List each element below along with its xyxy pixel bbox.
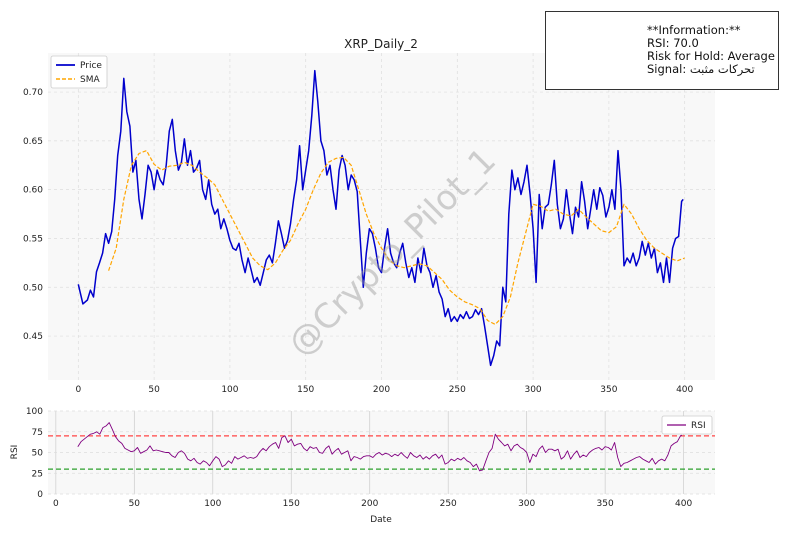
x-tick-label: 0	[75, 385, 81, 395]
y-tick-label: 0.45	[23, 332, 43, 342]
y-tick-label: 75	[32, 428, 43, 438]
y-tick-label: 0.65	[23, 137, 43, 147]
series-line-rsi	[77, 422, 683, 472]
x-tick-label: 150	[297, 385, 314, 395]
info-signal: Signal: تحرکات مثبت	[647, 62, 755, 76]
y-tick-label: 0.50	[23, 283, 43, 293]
x-tick-label: 150	[283, 499, 300, 509]
date-axis-label: Date	[370, 515, 392, 525]
rsi-chart-panel: 0 50 100 150 200 250 300 350 400 0 25 50 75 100 RSI	[26, 407, 715, 509]
rsi-axis-label: RSI	[10, 445, 20, 460]
series-line-price	[77, 69, 684, 367]
legend-box	[661, 415, 713, 435]
x-tick-label: 100	[204, 499, 221, 509]
x-tick-label: 0	[53, 499, 59, 509]
info-heading: **Information:**	[647, 23, 741, 37]
y-tick-label: 100	[26, 407, 43, 417]
legend-label: RSI	[691, 421, 706, 431]
x-tick-label: 50	[148, 385, 160, 395]
legend-label: SMA	[80, 75, 100, 85]
information-box: **Information:** RSI: 70.0 Risk for Hold…	[545, 11, 779, 90]
x-tick-label: 100	[221, 385, 238, 395]
chart-title: XRP_Daily_2	[344, 37, 418, 51]
y-tick-label: 0.55	[23, 234, 43, 244]
x-tick-label: 400	[676, 385, 693, 395]
plot-area	[48, 411, 715, 494]
x-tick-label: 300	[524, 385, 541, 395]
y-tick-label: 50	[32, 449, 44, 459]
legend-label: Price	[80, 61, 102, 71]
y-tick-label: 0	[37, 490, 43, 500]
legend-box	[50, 55, 108, 89]
x-tick-label: 400	[675, 499, 692, 509]
x-tick-label: 350	[597, 499, 614, 509]
info-risk: Risk for Hold: Average	[647, 49, 775, 63]
x-tick-label: 350	[600, 385, 617, 395]
x-tick-label: 250	[440, 499, 457, 509]
x-tick-label: 250	[449, 385, 466, 395]
x-tick-label: 300	[518, 499, 535, 509]
x-tick-label: 50	[129, 499, 141, 509]
series-line-sma	[108, 150, 685, 325]
x-tick-label: 200	[373, 385, 390, 395]
y-tick-label: 25	[32, 469, 43, 479]
x-tick-label: 200	[361, 499, 378, 509]
y-tick-label: 0.60	[23, 186, 43, 196]
info-rsi: RSI: 70.0	[647, 36, 699, 50]
y-tick-label: 0.70	[23, 88, 43, 98]
price-chart-panel: 0 50 100 150 200 250 300 350 400 0.45 0.50 0.55 0.60…	[23, 53, 715, 395]
